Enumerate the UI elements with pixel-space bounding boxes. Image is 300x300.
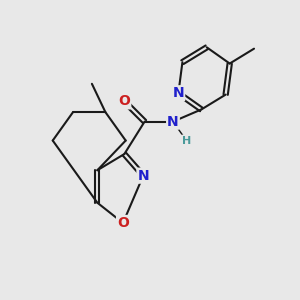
Text: N: N xyxy=(137,169,149,183)
Text: O: O xyxy=(117,216,129,230)
Text: H: H xyxy=(182,136,191,146)
Text: O: O xyxy=(118,94,130,108)
Text: N: N xyxy=(172,86,184,100)
Text: N: N xyxy=(167,115,179,129)
